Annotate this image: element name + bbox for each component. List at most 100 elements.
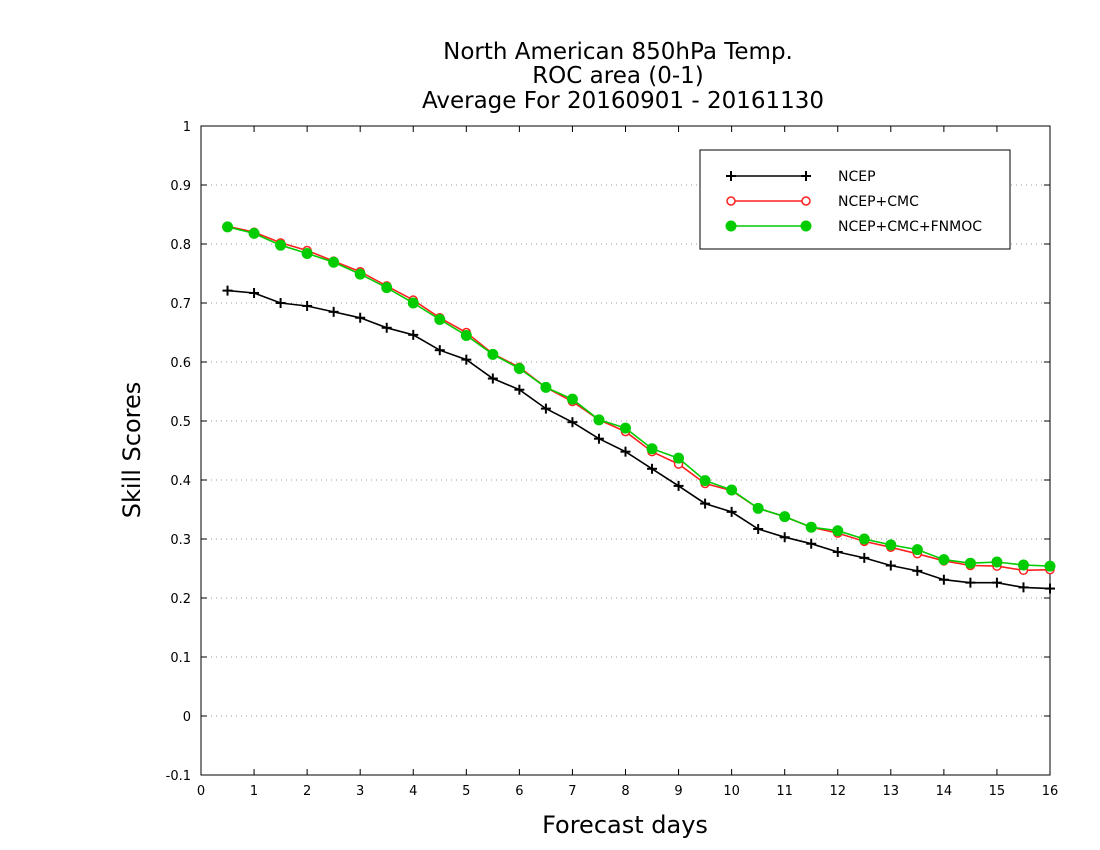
data-point-ncep bbox=[461, 354, 472, 365]
data-point-ncep-cmc-fnmoc bbox=[248, 227, 260, 239]
data-point-ncep bbox=[700, 498, 711, 509]
x-tick-label: 8 bbox=[621, 784, 629, 799]
y-tick-label: 0.3 bbox=[170, 533, 191, 548]
x-tick-label: 10 bbox=[723, 784, 740, 799]
data-point-ncep bbox=[885, 560, 896, 571]
y-tick-label: 0.2 bbox=[170, 592, 191, 607]
x-tick-label: 0 bbox=[197, 784, 205, 799]
data-point-ncep bbox=[328, 306, 339, 317]
data-point-ncep bbox=[567, 417, 578, 428]
chart-title: North American 850hPa Temp. ROC area (0-… bbox=[422, 39, 824, 114]
data-point-ncep bbox=[1045, 583, 1055, 594]
data-point-ncep bbox=[912, 565, 923, 576]
data-point-ncep-cmc-fnmoc bbox=[938, 554, 950, 566]
data-point-ncep bbox=[965, 577, 976, 588]
data-point-ncep-cmc-fnmoc bbox=[673, 452, 685, 464]
data-point-ncep-cmc-fnmoc bbox=[513, 362, 525, 374]
series-line-ncep-cmc-fnmoc bbox=[227, 226, 1051, 567]
data-point-ncep bbox=[222, 285, 233, 296]
x-tick-label: 3 bbox=[356, 784, 364, 799]
data-point-ncep-cmc-fnmoc bbox=[460, 329, 472, 341]
title-line-2: ROC area (0-1) bbox=[532, 63, 704, 89]
x-tick-label: 12 bbox=[829, 784, 846, 799]
data-point-ncep bbox=[673, 480, 684, 491]
legend-label-ncep: NCEP bbox=[838, 169, 876, 185]
x-tick-label: 9 bbox=[674, 784, 682, 799]
data-point-ncep bbox=[991, 577, 1002, 588]
data-point-ncep-cmc-fnmoc bbox=[779, 511, 791, 523]
data-point-ncep-cmc-fnmoc bbox=[540, 381, 552, 393]
y-tick-label: 0.5 bbox=[170, 415, 191, 430]
x-tick-label: 1 bbox=[250, 784, 258, 799]
legend-marker-ncep-cmc bbox=[801, 196, 811, 206]
legend-marker-ncep bbox=[726, 171, 736, 181]
x-tick-label: 6 bbox=[515, 784, 523, 799]
data-point-ncep bbox=[302, 300, 313, 311]
series-line-ncep-cmc bbox=[227, 225, 1051, 572]
data-point-ncep bbox=[779, 532, 790, 543]
y-axis-label: Skill Scores bbox=[118, 382, 146, 519]
x-tick-label: 5 bbox=[462, 784, 470, 799]
legend: NCEP NCEP+CMC NCEP+CMC+FNMOC bbox=[699, 149, 1011, 250]
data-point-ncep-cmc-fnmoc bbox=[726, 484, 738, 496]
data-point-ncep-cmc-fnmoc bbox=[222, 221, 234, 233]
x-tick-label: 7 bbox=[568, 784, 576, 799]
title-line-1: North American 850hPa Temp. bbox=[443, 39, 793, 65]
data-point-ncep-cmc-fnmoc bbox=[275, 239, 287, 251]
data-point-ncep-cmc-fnmoc bbox=[407, 297, 419, 309]
data-point-ncep-cmc-fnmoc bbox=[301, 247, 313, 259]
data-point-ncep-cmc-fnmoc bbox=[328, 256, 340, 268]
legend-marker-ncep bbox=[801, 171, 811, 181]
data-point-ncep bbox=[434, 345, 445, 356]
data-point-ncep-cmc-fnmoc bbox=[434, 314, 446, 326]
data-point-ncep bbox=[487, 373, 498, 384]
y-tick-label: -0.1 bbox=[166, 769, 191, 784]
data-point-ncep-cmc-fnmoc bbox=[964, 557, 976, 569]
data-point-ncep-cmc-fnmoc bbox=[354, 268, 366, 280]
data-point-ncep-cmc-fnmoc bbox=[699, 475, 711, 487]
data-point-ncep-cmc-fnmoc bbox=[885, 539, 897, 551]
data-point-ncep-cmc-fnmoc bbox=[858, 533, 870, 545]
series-line-ncep bbox=[227, 289, 1051, 590]
x-tick-label: 11 bbox=[776, 784, 793, 799]
x-tick-label: 2 bbox=[303, 784, 311, 799]
data-point-ncep bbox=[938, 574, 949, 585]
y-tick-label: 0.9 bbox=[170, 179, 191, 194]
data-point-ncep-cmc-fnmoc bbox=[832, 525, 844, 537]
data-point-ncep bbox=[620, 446, 631, 457]
data-point-ncep-cmc-fnmoc bbox=[566, 393, 578, 405]
x-tick-label: 13 bbox=[883, 784, 900, 799]
data-point-ncep bbox=[753, 523, 764, 534]
x-tick-label: 14 bbox=[936, 784, 953, 799]
y-tick-label: 0.8 bbox=[170, 238, 191, 253]
y-tick-label: 0.1 bbox=[170, 651, 191, 666]
legend-marker-ncep-cmc bbox=[726, 196, 736, 206]
data-point-ncep bbox=[1018, 582, 1029, 593]
y-tick-label: 0 bbox=[183, 710, 191, 725]
y-tick-label: 0.6 bbox=[170, 356, 191, 371]
data-point-ncep-cmc-fnmoc bbox=[1017, 559, 1029, 571]
y-tick-label: 0.7 bbox=[170, 297, 191, 312]
data-point-ncep-cmc-fnmoc bbox=[1044, 560, 1056, 572]
legend-label-ncep-cmc: NCEP+CMC bbox=[838, 194, 919, 210]
legend-label-ncep-cmc-fnmoc: NCEP+CMC+FNMOC bbox=[838, 219, 982, 235]
legend-marker-ncep-cmc-fnmoc bbox=[725, 220, 737, 232]
data-point-ncep-cmc-fnmoc bbox=[646, 443, 658, 455]
data-point-ncep-cmc-fnmoc bbox=[487, 348, 499, 360]
series-layer bbox=[222, 221, 1056, 594]
data-point-ncep-cmc-fnmoc bbox=[805, 521, 817, 533]
data-point-ncep bbox=[408, 329, 419, 340]
data-point-ncep-cmc-fnmoc bbox=[593, 414, 605, 426]
data-point-ncep-cmc-fnmoc bbox=[752, 502, 764, 514]
y-tick-label: 0.4 bbox=[170, 474, 191, 489]
y-tick-label: 1 bbox=[183, 120, 191, 135]
data-point-ncep-cmc-fnmoc bbox=[381, 282, 393, 294]
data-point-ncep bbox=[726, 506, 737, 517]
x-tick-label: 16 bbox=[1042, 784, 1059, 799]
data-point-ncep bbox=[381, 322, 392, 333]
data-point-ncep bbox=[806, 538, 817, 549]
x-tick-label: 4 bbox=[409, 784, 417, 799]
data-point-ncep-cmc-fnmoc bbox=[991, 556, 1003, 568]
title-line-3: Average For 20160901 - 20161130 bbox=[422, 88, 824, 114]
